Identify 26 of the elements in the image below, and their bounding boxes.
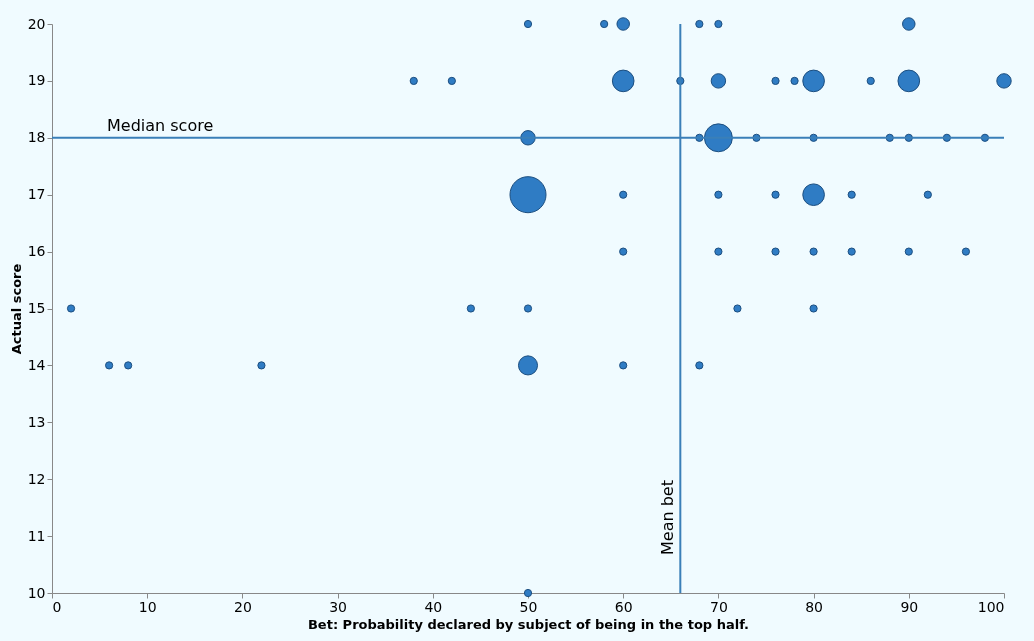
y-tick-label: 12 — [27, 470, 46, 487]
y-tick-label: 20 — [27, 15, 46, 32]
x-tick-label: 90 — [900, 598, 919, 615]
x-tick-label: 100 — [977, 598, 1005, 615]
x-tick-label: 80 — [805, 598, 824, 615]
y-tick-label: 19 — [27, 72, 46, 89]
y-tick-label: 14 — [27, 356, 46, 373]
x-tick-label: 10 — [138, 598, 157, 615]
x-tick-label: 40 — [424, 598, 443, 615]
x-tick-label: 30 — [329, 598, 348, 615]
x-tick-label: 0 — [52, 598, 62, 615]
y-tick-label: 15 — [27, 300, 46, 316]
y-tick-label: 16 — [27, 243, 46, 260]
x-tick-label: 50 — [519, 598, 538, 615]
y-tick-label: 13 — [27, 413, 46, 430]
y-tick-label: 18 — [27, 129, 46, 146]
x-axis-title: Bet: Probability declared by subject of being in the top half. — [307, 616, 750, 632]
y-tick-label: 17 — [27, 186, 46, 203]
ref-line-label: Mean bet — [658, 480, 678, 555]
y-tick-label: 10 — [27, 584, 46, 601]
x-tick-label: 20 — [233, 598, 252, 615]
ref-line-label: Median score — [107, 115, 214, 135]
y-axis-title: Actual score — [8, 263, 24, 355]
x-tick-label: 60 — [614, 598, 633, 615]
x-tick-label: 70 — [709, 598, 728, 615]
y-tick-label: 11 — [27, 527, 46, 544]
